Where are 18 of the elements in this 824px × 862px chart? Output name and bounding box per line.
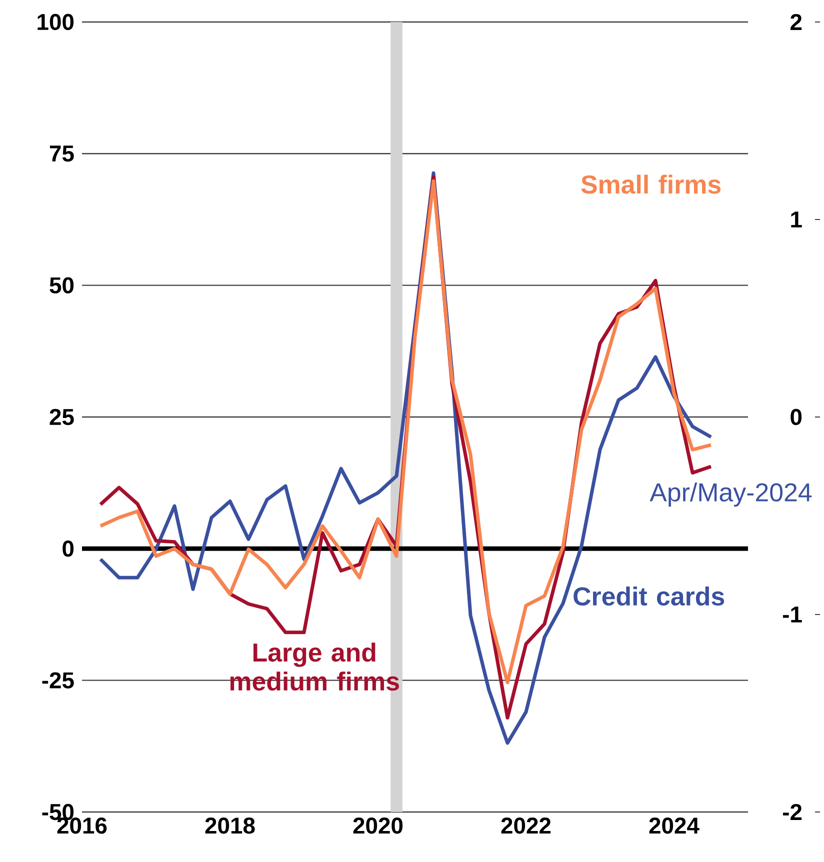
y2-tick-label: 2 [790,14,802,30]
annotation: Apr/May-2024 [650,482,812,507]
x-tick-label: 2020 [353,818,403,834]
series-label: Credit cards [574,586,724,606]
text: Small firms [581,174,721,194]
y-tick-label: 25 [50,408,74,426]
y-tick-label: 50 [50,277,74,294]
x-tick-label: 2022 [501,818,551,834]
y2-tick-label: 0 [790,408,802,426]
y2-tick-label: 1 [791,212,802,228]
x-tick-label: 2024 [649,818,700,834]
y2-tick-label: -1 [783,606,802,622]
y-tick-label: 100 [38,14,74,30]
y-tick-label: -25 [42,672,74,688]
y-tick-label: 75 [50,146,74,162]
y-tick-label: 0 [62,540,74,557]
x-tick-label: 2018 [205,818,255,834]
y2-tick-label: -2 [783,804,802,820]
